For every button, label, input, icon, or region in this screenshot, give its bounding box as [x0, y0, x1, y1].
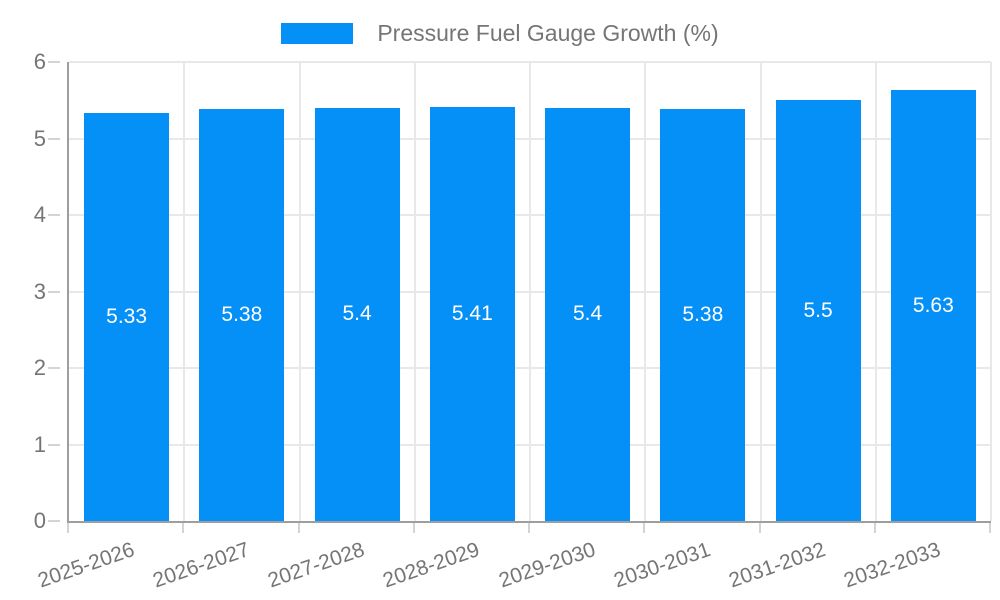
x-gridline	[298, 62, 301, 521]
y-axis-tick-label: 6	[33, 49, 46, 74]
y-axis-tick-label: 1	[33, 431, 46, 457]
y-axis-tick	[48, 137, 60, 140]
x-gridline	[183, 62, 186, 521]
legend-label: Pressure Fuel Gauge Growth (%)	[377, 20, 719, 46]
y-axis-tick	[48, 443, 60, 446]
x-gridline	[874, 62, 877, 521]
y-axis-tick	[48, 520, 60, 522]
bar: 5.4	[545, 107, 631, 521]
x-gridline	[990, 62, 992, 521]
x-axis-tick	[643, 523, 646, 533]
bar-value-label: 5.4	[342, 302, 372, 326]
x-axis-tick	[182, 523, 185, 533]
bar: 5.4	[314, 107, 400, 521]
x-axis-tick	[67, 523, 69, 533]
y-axis-tick	[48, 367, 60, 369]
y-axis-tick	[48, 214, 60, 216]
bar-value-label: 5.63	[912, 293, 954, 317]
bar: 5.41	[429, 107, 515, 521]
legend: Pressure Fuel Gauge Growth (%)	[0, 20, 1000, 47]
y-axis-tick	[48, 290, 60, 293]
bar-value-label: 5.38	[221, 303, 263, 327]
x-gridline	[644, 62, 647, 521]
x-axis-tick	[989, 523, 991, 533]
bar: 5.38	[660, 109, 746, 521]
bar: 5.63	[890, 90, 976, 521]
x-gridline	[413, 62, 416, 521]
y-axis-tick-label: 3	[33, 278, 46, 304]
x-axis-tick	[412, 523, 415, 533]
legend-swatch	[281, 23, 354, 44]
bar-value-label: 5.5	[803, 298, 833, 322]
bar: 5.38	[199, 109, 285, 521]
x-axis-tick	[873, 523, 876, 533]
x-axis-tick	[528, 523, 530, 533]
bar-value-label: 5.41	[451, 302, 493, 326]
bar-value-label: 5.4	[573, 302, 603, 326]
bar-value-label: 5.33	[106, 305, 148, 329]
y-axis-tick-label: 0	[33, 508, 46, 533]
y-axis-tick-label: 5	[33, 125, 46, 151]
x-gridline	[759, 62, 762, 521]
x-gridline	[529, 62, 531, 521]
y-axis-tick	[48, 61, 60, 63]
bar-value-label: 5.38	[682, 303, 724, 327]
bar: 5.5	[775, 100, 861, 521]
bar: 5.33	[84, 113, 170, 521]
x-axis-tick	[758, 523, 761, 533]
plot-area: 5.33 5.38 5.4 5.41 5.4 5.38 5.5 5.63	[67, 61, 992, 523]
y-axis-tick-label: 2	[33, 355, 46, 380]
y-axis-tick-label: 4	[33, 202, 46, 227]
x-axis-tick	[297, 523, 300, 533]
